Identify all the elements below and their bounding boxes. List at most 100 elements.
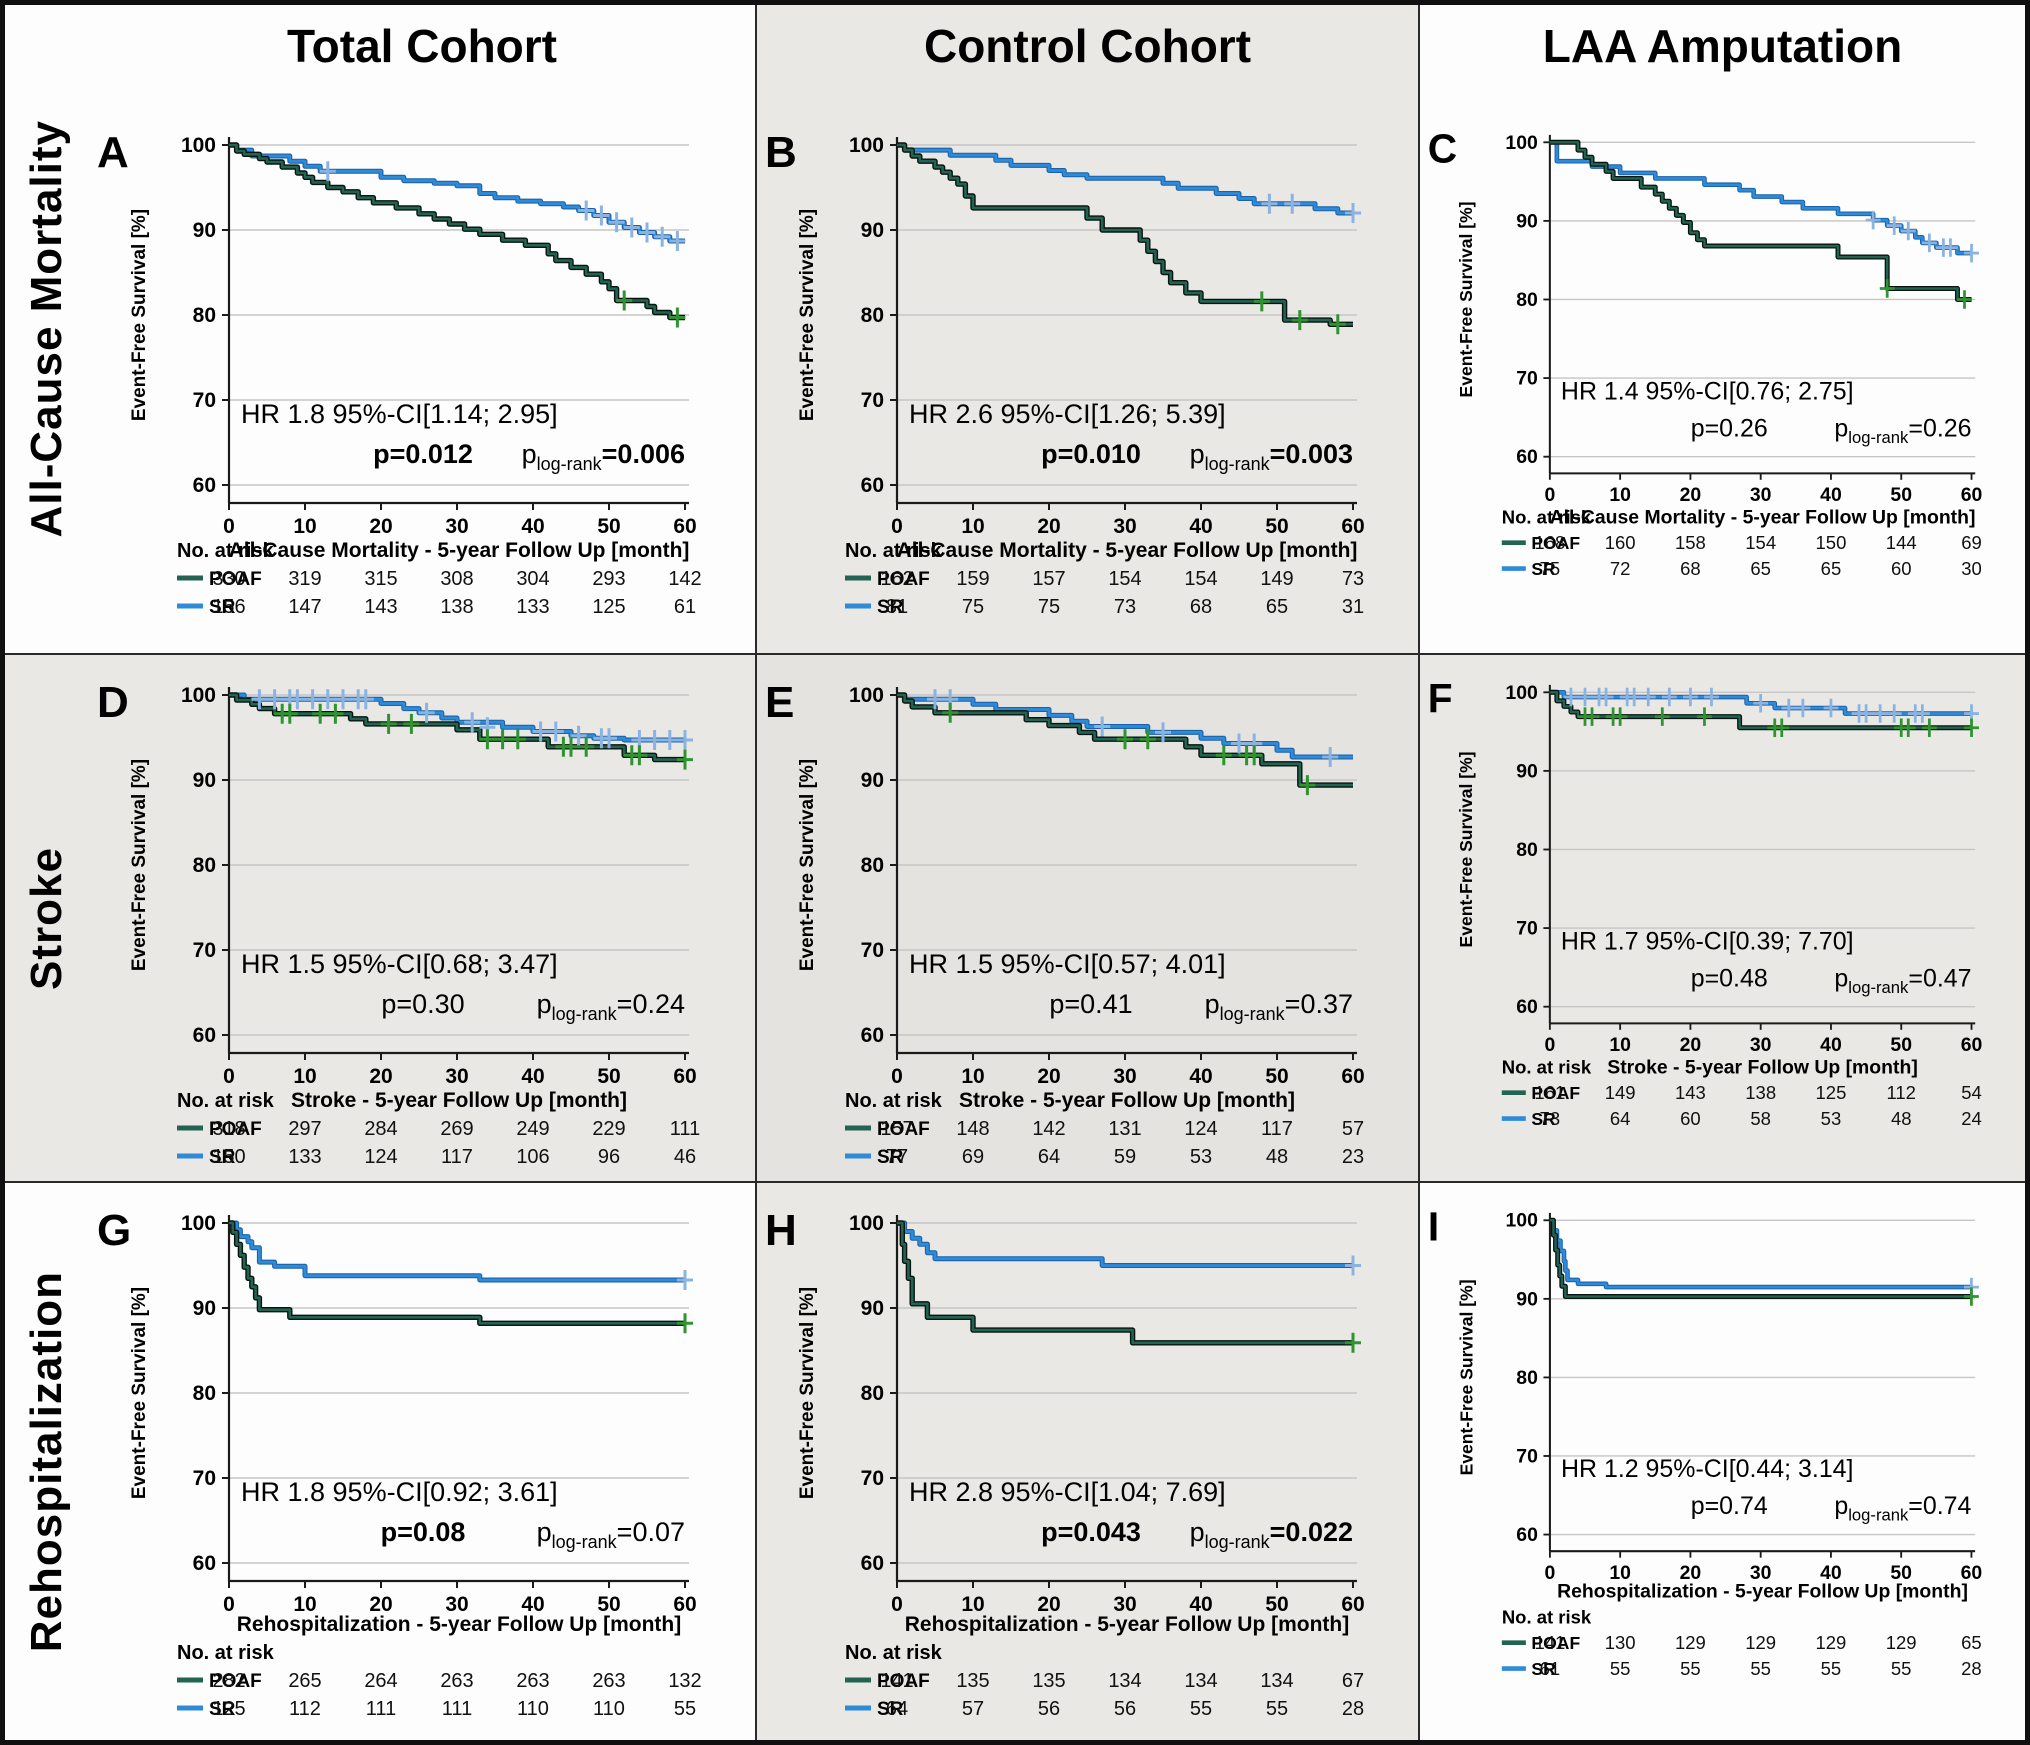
svg-text:40: 40 bbox=[521, 1065, 544, 1088]
svg-text:100: 100 bbox=[181, 134, 216, 157]
poaf-censor-marks bbox=[1253, 291, 1346, 335]
svg-text:304: 304 bbox=[516, 568, 549, 590]
hr-label: HR 2.8 95%-CI[1.04; 7.69] bbox=[909, 1477, 1226, 1507]
svg-text:143: 143 bbox=[1675, 1082, 1706, 1103]
svg-text:156: 156 bbox=[212, 596, 245, 618]
sr-curve bbox=[229, 692, 685, 743]
y-axis: 100 90 80 70 60 Event-Free Survival [%] bbox=[797, 684, 899, 1053]
svg-text:55: 55 bbox=[1190, 1698, 1212, 1720]
no-at-risk-label: No. at risk bbox=[1502, 1056, 1592, 1077]
gridlines bbox=[229, 144, 689, 486]
svg-text:100: 100 bbox=[849, 134, 884, 157]
svg-text:129: 129 bbox=[1675, 1632, 1706, 1653]
svg-text:81: 81 bbox=[886, 596, 908, 618]
p-value: p=0.043 bbox=[1041, 1517, 1141, 1547]
svg-text:134: 134 bbox=[1260, 1670, 1293, 1692]
svg-text:30: 30 bbox=[1750, 484, 1772, 506]
svg-text:30: 30 bbox=[1113, 1065, 1136, 1088]
svg-text:100: 100 bbox=[1505, 132, 1537, 154]
p-logrank-value: plog-rank=0.003 bbox=[1190, 439, 1353, 474]
svg-text:112: 112 bbox=[289, 1698, 321, 1720]
svg-text:SR: SR bbox=[209, 1147, 236, 1168]
svg-text:162: 162 bbox=[880, 568, 913, 590]
svg-text:20: 20 bbox=[1037, 515, 1060, 538]
svg-text:75: 75 bbox=[962, 596, 984, 618]
svg-text:111: 111 bbox=[670, 1118, 700, 1140]
km-panel-G: 100 90 80 70 60 Event-Free Survival [%] … bbox=[89, 1183, 733, 1729]
km-plot-E: 100 90 80 70 60 Event-Free Survival [%] … bbox=[765, 678, 1365, 1168]
svg-text:30: 30 bbox=[1113, 1593, 1136, 1616]
y-axis-title: Event-Free Survival [%] bbox=[129, 759, 150, 971]
svg-text:263: 263 bbox=[516, 1670, 549, 1692]
svg-text:125: 125 bbox=[1816, 1082, 1847, 1103]
svg-text:117: 117 bbox=[441, 1146, 473, 1168]
km-panel-D: 100 90 80 70 60 Event-Free Survival [%] … bbox=[89, 655, 733, 1177]
km-panel-B: 100 90 80 70 60 Event-Free Survival [%] … bbox=[757, 105, 1401, 627]
x-axis-title: All-Cause Mortality - 5-year Follow Up [… bbox=[229, 539, 690, 562]
svg-text:0: 0 bbox=[1544, 484, 1555, 506]
svg-text:90: 90 bbox=[193, 1297, 216, 1320]
x-axis-title: Stroke - 5-year Follow Up [month] bbox=[959, 1089, 1295, 1112]
gridlines bbox=[897, 1222, 1357, 1564]
y-axis: 100 90 80 70 60 Event-Free Survival [%] bbox=[1456, 132, 1551, 474]
no-at-risk-label: No. at risk bbox=[177, 540, 275, 562]
svg-text:60: 60 bbox=[673, 1065, 696, 1088]
svg-text:POAF: POAF bbox=[1531, 1083, 1580, 1103]
row-label-text: Rehospitalization bbox=[22, 1270, 71, 1653]
x-axis-title: All-Cause Mortality - 5-year Follow Up [… bbox=[897, 539, 1358, 562]
svg-text:158: 158 bbox=[1675, 532, 1706, 553]
svg-text:142: 142 bbox=[1032, 1118, 1065, 1140]
svg-text:20: 20 bbox=[1680, 1034, 1702, 1056]
row-label-text: All-Cause Mortality bbox=[22, 120, 71, 538]
svg-text:90: 90 bbox=[193, 769, 216, 792]
svg-text:60: 60 bbox=[861, 1552, 884, 1575]
svg-text:100: 100 bbox=[181, 684, 216, 707]
svg-text:40: 40 bbox=[1820, 484, 1842, 506]
no-at-risk-label: No. at risk bbox=[845, 1642, 943, 1664]
svg-text:SR: SR bbox=[1531, 1659, 1556, 1679]
svg-text:111: 111 bbox=[442, 1698, 472, 1720]
row-label-rehospitalization: Rehospitalization bbox=[5, 1183, 89, 1740]
svg-text:60: 60 bbox=[861, 1024, 884, 1047]
svg-text:POAF: POAF bbox=[1531, 533, 1580, 553]
svg-text:154: 154 bbox=[1184, 568, 1217, 590]
svg-text:100: 100 bbox=[849, 1212, 884, 1235]
svg-text:100: 100 bbox=[1505, 682, 1537, 704]
svg-text:60: 60 bbox=[861, 474, 884, 497]
gridlines bbox=[1549, 1219, 1976, 1536]
svg-text:30: 30 bbox=[445, 515, 468, 538]
svg-text:67: 67 bbox=[1342, 1670, 1364, 1692]
svg-text:55: 55 bbox=[1891, 1658, 1912, 1679]
svg-text:61: 61 bbox=[674, 596, 696, 618]
svg-text:20: 20 bbox=[369, 1593, 392, 1616]
svg-text:129: 129 bbox=[1816, 1632, 1847, 1653]
sr-curve bbox=[897, 1220, 1353, 1268]
poaf-curve bbox=[897, 1220, 1353, 1346]
svg-text:0: 0 bbox=[223, 515, 235, 538]
svg-text:157: 157 bbox=[880, 1118, 913, 1140]
svg-text:111: 111 bbox=[366, 1698, 396, 1720]
no-at-risk-label: No. at risk bbox=[177, 1642, 275, 1664]
svg-text:117: 117 bbox=[1261, 1118, 1293, 1140]
hr-label: HR 1.4 95%-CI[0.76; 2.75] bbox=[1561, 377, 1854, 405]
svg-text:80: 80 bbox=[1516, 839, 1538, 861]
svg-text:141: 141 bbox=[880, 1670, 913, 1692]
svg-text:65: 65 bbox=[1821, 558, 1842, 579]
svg-text:61: 61 bbox=[1540, 1658, 1561, 1679]
svg-text:31: 31 bbox=[1342, 596, 1364, 618]
svg-text:64: 64 bbox=[886, 1698, 908, 1720]
svg-text:60: 60 bbox=[1516, 1524, 1538, 1546]
svg-text:133: 133 bbox=[288, 1146, 321, 1168]
km-plot-G: 100 90 80 70 60 Event-Free Survival [%] … bbox=[97, 1206, 702, 1720]
svg-text:130: 130 bbox=[1605, 1632, 1636, 1653]
sr-curve bbox=[897, 692, 1353, 760]
svg-text:10: 10 bbox=[1609, 1034, 1631, 1056]
y-axis: 100 90 80 70 60 Event-Free Survival [%] bbox=[797, 1212, 899, 1581]
no-at-risk-label: No. at risk bbox=[845, 1090, 943, 1112]
